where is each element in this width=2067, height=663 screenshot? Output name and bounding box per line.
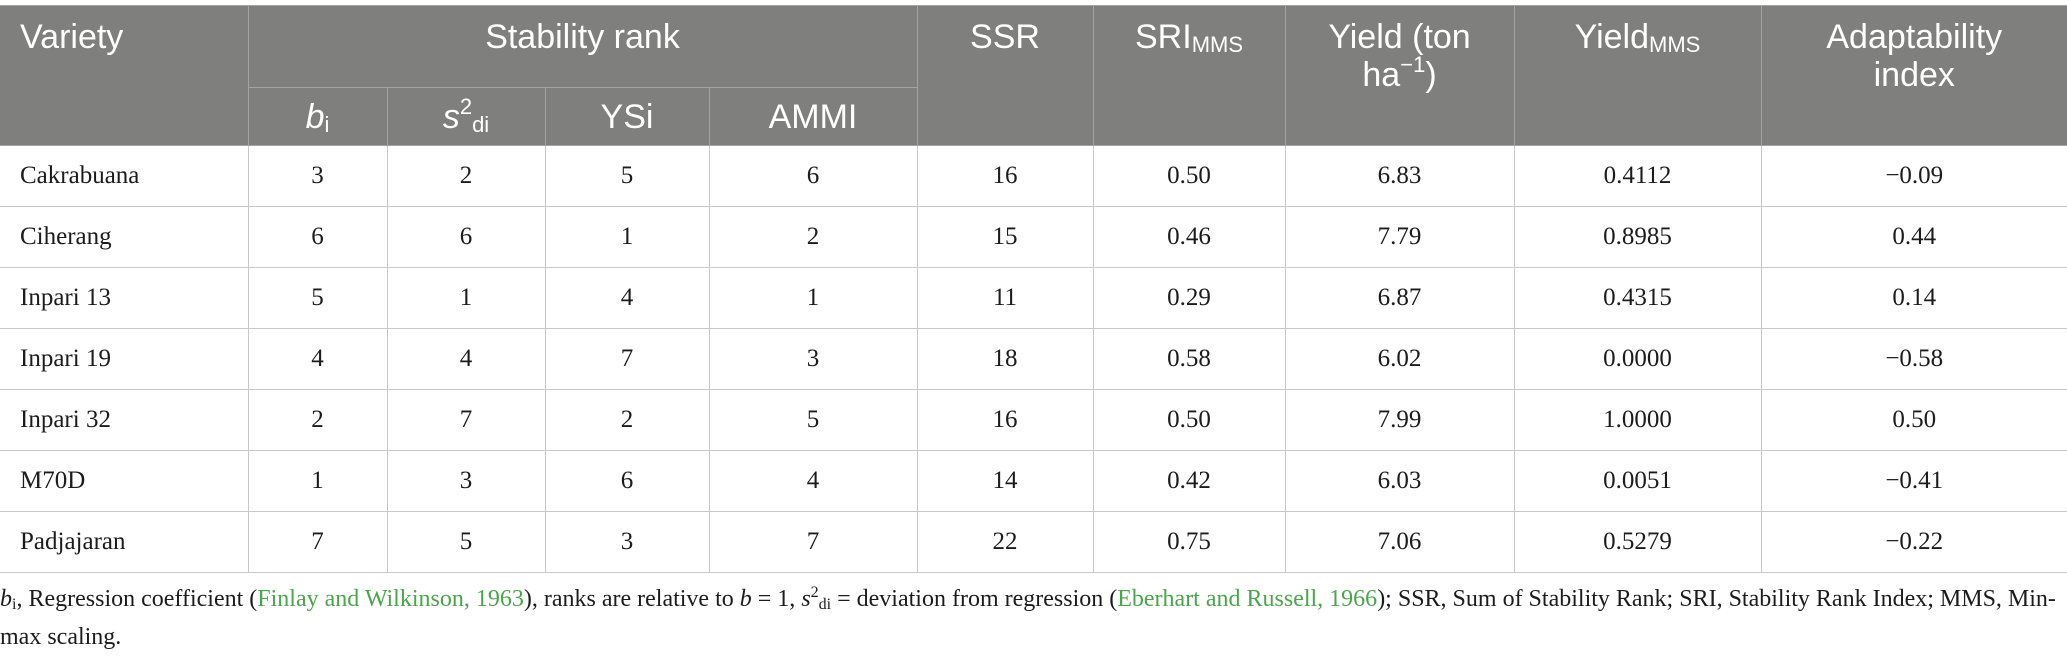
header-stability-rank: Stability rank bbox=[247, 5, 918, 88]
table-footnote: bi, Regression coefficient (Finlay and W… bbox=[0, 584, 2056, 651]
header-yield: Yield (ton ha−1) bbox=[1284, 5, 1515, 146]
header-yield-mms: YieldMMS bbox=[1513, 5, 1762, 146]
cell-adaptability: −0.22 bbox=[1760, 511, 2067, 573]
cell-sri: 0.29 bbox=[1092, 267, 1286, 329]
cell-yield-mms: 0.8985 bbox=[1513, 206, 1762, 268]
cell-sri: 0.42 bbox=[1092, 450, 1286, 512]
cell-variety: Padjajaran bbox=[0, 511, 249, 573]
cell-variety: Ciherang bbox=[0, 206, 249, 268]
cell-yield-mms: 0.4315 bbox=[1513, 267, 1762, 329]
cell-ammi: 4 bbox=[708, 450, 918, 512]
cell-s2di: 7 bbox=[386, 389, 546, 451]
table-row: Ciherang 6 6 1 2 15 0.46 7.79 0.8985 0.4… bbox=[0, 206, 2067, 268]
cell-ysi: 7 bbox=[544, 328, 710, 390]
cell-ysi: 5 bbox=[544, 145, 710, 207]
cell-s2di: 1 bbox=[386, 267, 546, 329]
cell-adaptability: −0.58 bbox=[1760, 328, 2067, 390]
cell-ssr: 22 bbox=[916, 511, 1094, 573]
cell-ammi: 2 bbox=[708, 206, 918, 268]
cell-variety: Inpari 13 bbox=[0, 267, 249, 329]
cell-variety: Inpari 19 bbox=[0, 328, 249, 390]
cell-bi: 5 bbox=[247, 267, 388, 329]
cell-variety: M70D bbox=[0, 450, 249, 512]
cell-bi: 1 bbox=[247, 450, 388, 512]
cell-adaptability: 0.50 bbox=[1760, 389, 2067, 451]
cell-ysi: 4 bbox=[544, 267, 710, 329]
cell-s2di: 5 bbox=[386, 511, 546, 573]
cell-ammi: 7 bbox=[708, 511, 918, 573]
cell-bi: 6 bbox=[247, 206, 388, 268]
table-row: Inpari 19 4 4 7 3 18 0.58 6.02 0.0000 −0… bbox=[0, 328, 2067, 390]
cell-adaptability: 0.14 bbox=[1760, 267, 2067, 329]
cell-variety: Inpari 32 bbox=[0, 389, 249, 451]
cell-yield: 7.06 bbox=[1284, 511, 1515, 573]
cell-ssr: 15 bbox=[916, 206, 1094, 268]
cell-yield-mms: 0.4112 bbox=[1513, 145, 1762, 207]
header-sri-mms: SRIMMS bbox=[1092, 5, 1286, 146]
cell-ssr: 14 bbox=[916, 450, 1094, 512]
cell-yield-mms: 0.5279 bbox=[1513, 511, 1762, 573]
cell-bi: 4 bbox=[247, 328, 388, 390]
cell-ssr: 16 bbox=[916, 145, 1094, 207]
cell-ysi: 3 bbox=[544, 511, 710, 573]
table-row: Inpari 32 2 7 2 5 16 0.50 7.99 1.0000 0.… bbox=[0, 389, 2067, 451]
cell-variety: Cakrabuana bbox=[0, 145, 249, 207]
cell-adaptability: −0.41 bbox=[1760, 450, 2067, 512]
cell-ysi: 1 bbox=[544, 206, 710, 268]
cell-s2di: 4 bbox=[386, 328, 546, 390]
cell-ammi: 6 bbox=[708, 145, 918, 207]
cell-bi: 3 bbox=[247, 145, 388, 207]
table-row: Cakrabuana 3 2 5 6 16 0.50 6.83 0.4112 −… bbox=[0, 145, 2067, 207]
cell-ssr: 11 bbox=[916, 267, 1094, 329]
cell-ssr: 18 bbox=[916, 328, 1094, 390]
cell-yield: 7.79 bbox=[1284, 206, 1515, 268]
cell-ysi: 6 bbox=[544, 450, 710, 512]
cell-yield-mms: 0.0051 bbox=[1513, 450, 1762, 512]
cell-sri: 0.50 bbox=[1092, 389, 1286, 451]
cell-sri: 0.50 bbox=[1092, 145, 1286, 207]
cell-yield-mms: 1.0000 bbox=[1513, 389, 1762, 451]
cell-bi: 7 bbox=[247, 511, 388, 573]
stability-table: Variety Stability rank SSR SRIMMS Yield … bbox=[0, 5, 2067, 573]
cell-ysi: 2 bbox=[544, 389, 710, 451]
table-row: Padjajaran 7 5 3 7 22 0.75 7.06 0.5279 −… bbox=[0, 511, 2067, 573]
cell-ssr: 16 bbox=[916, 389, 1094, 451]
header-adaptability-index: Adaptability index bbox=[1760, 5, 2067, 146]
cell-sri: 0.46 bbox=[1092, 206, 1286, 268]
header-s2di: s2di bbox=[386, 87, 546, 146]
header-ssr: SSR bbox=[916, 5, 1094, 146]
cell-yield: 7.99 bbox=[1284, 389, 1515, 451]
citation-link[interactable]: Eberhart and Russell, 1966 bbox=[1117, 586, 1378, 612]
header-variety: Variety bbox=[0, 5, 249, 146]
cell-yield: 6.03 bbox=[1284, 450, 1515, 512]
header-bi: bi bbox=[248, 87, 388, 146]
citation-link[interactable]: Finlay and Wilkinson, 1963 bbox=[257, 586, 524, 612]
cell-ammi: 5 bbox=[708, 389, 918, 451]
table-row: Inpari 13 5 1 4 1 11 0.29 6.87 0.4315 0.… bbox=[0, 267, 2067, 329]
cell-adaptability: 0.44 bbox=[1760, 206, 2067, 268]
cell-s2di: 6 bbox=[386, 206, 546, 268]
cell-yield: 6.87 bbox=[1284, 267, 1515, 329]
cell-s2di: 2 bbox=[386, 145, 546, 207]
table-row: M70D 1 3 6 4 14 0.42 6.03 0.0051 −0.41 bbox=[0, 450, 2067, 512]
cell-ammi: 1 bbox=[708, 267, 918, 329]
cell-s2di: 3 bbox=[386, 450, 546, 512]
cell-ammi: 3 bbox=[708, 328, 918, 390]
cell-yield: 6.83 bbox=[1284, 145, 1515, 207]
header-ammi: AMMI bbox=[708, 87, 918, 146]
header-ysi: YSi bbox=[544, 87, 710, 146]
cell-sri: 0.58 bbox=[1092, 328, 1286, 390]
cell-yield: 6.02 bbox=[1284, 328, 1515, 390]
cell-yield-mms: 0.0000 bbox=[1513, 328, 1762, 390]
cell-bi: 2 bbox=[247, 389, 388, 451]
cell-sri: 0.75 bbox=[1092, 511, 1286, 573]
cell-adaptability: −0.09 bbox=[1760, 145, 2067, 207]
